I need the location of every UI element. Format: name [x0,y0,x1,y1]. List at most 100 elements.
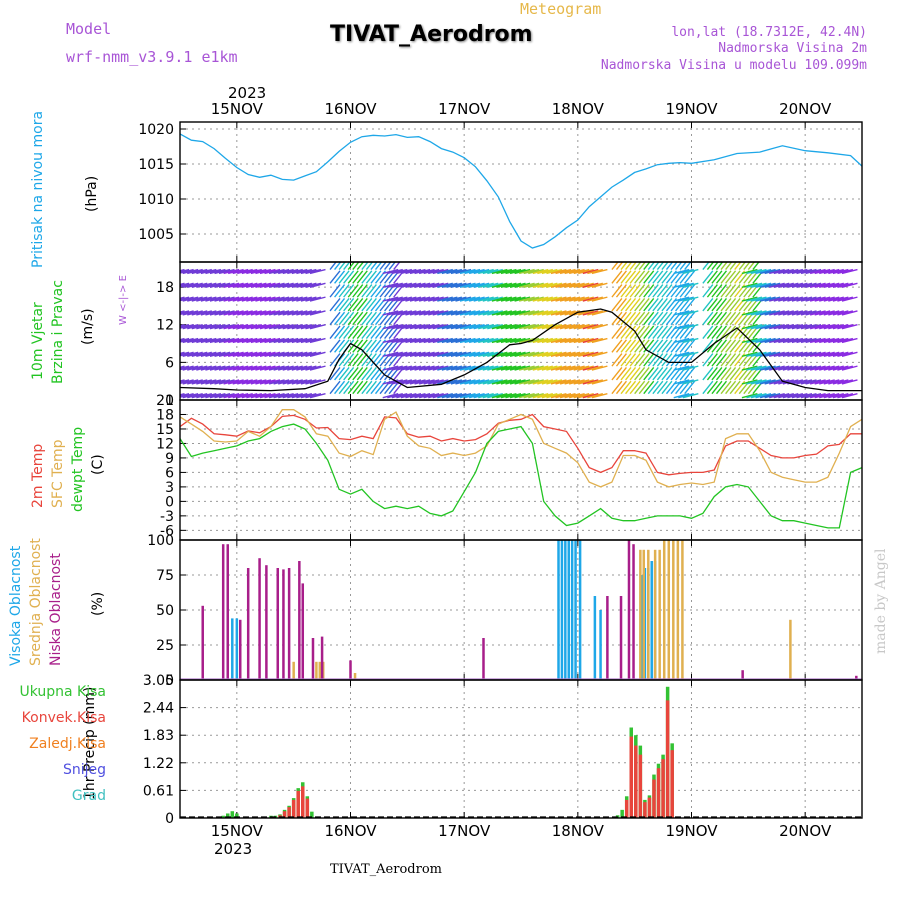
y-tick-label: 6 [165,355,174,371]
wind-vector [647,325,659,339]
wind-vector [615,284,627,298]
wind-vector [487,268,503,275]
wind-vector [291,310,308,316]
wind-vector [759,282,776,288]
y-tick-label: 6 [165,465,174,481]
wind-vector [782,393,799,399]
y-tick-label: 1.83 [143,728,174,744]
bar [567,540,570,680]
wind-vector [423,365,440,371]
wind-vector [180,297,181,298]
wind-vector [255,282,272,288]
wind-vector [400,296,417,302]
wind-vector [459,296,476,302]
wind-vector [237,310,253,316]
wind-vector [473,310,490,316]
wind-vector [264,365,281,371]
wind-vector [537,393,553,399]
wind-vector [823,268,840,275]
wind-vector [405,268,422,275]
wind-vector [487,282,503,288]
wind-vector [305,296,322,302]
wind-vector [428,337,444,344]
wind-vector [241,379,258,385]
wind-vector [268,351,285,357]
wind-vector [769,268,785,275]
wind-vector [187,282,203,288]
wind-vector [591,324,608,330]
wind-vector [509,324,526,330]
wind-vector [791,393,808,399]
wind-vector [300,365,317,371]
wind-vector [787,365,804,371]
wind-vector [180,365,190,370]
wind-vector [611,339,623,353]
wind-vector [778,310,794,316]
wind-vector [414,310,431,316]
y-tick-label: -3 [160,509,174,525]
wind-vector [559,310,576,316]
wind-vector [528,365,544,371]
wind-vector [684,380,696,395]
wind-vector [334,270,346,284]
wind-vector [259,337,276,344]
bottom-day-label: 20NOV [779,822,832,840]
y-tick-label: 15 [156,422,174,438]
top-day-label: 17NOV [438,100,491,118]
wind-vector [405,296,422,302]
wind-vector [573,324,590,330]
wind-vector [500,324,517,330]
wind-vector [356,297,368,312]
wind-vector [837,379,854,385]
wind-vector [223,324,240,330]
wind-vector [241,268,258,275]
wind-vector [268,296,285,302]
wind-vector [634,325,646,339]
precip-legend-item: Snijeg [62,762,106,778]
precip-legend-item: Konvek.Kisa [21,710,106,726]
wind-vector [832,324,849,330]
wind-vector [625,366,637,381]
wind-vector [678,282,694,288]
wind-vector [455,337,472,344]
wind-vector [620,311,632,326]
wind-vector [347,311,359,326]
wind-vector [711,311,723,326]
wind-vector [338,339,350,353]
wind-vector [205,337,222,344]
wind-vector [500,393,517,399]
wind-vector [347,353,359,367]
wind-vector [437,365,453,371]
wind-vector [670,262,678,270]
wind-vector [764,310,781,316]
wind-vector [661,311,673,326]
wind-vector [702,380,714,395]
wind-vector [227,351,244,357]
wind-vector [423,296,440,302]
bar [658,549,661,680]
wind-vector [232,296,249,302]
wind-vector [611,366,623,381]
wind-vector [464,296,481,302]
wind-vector [300,296,317,302]
wind-vector [550,282,567,288]
wind-vector [268,337,285,344]
wind-vector [496,282,513,288]
wind-vector [814,379,831,385]
wind-vector [409,365,426,371]
wind-vector [496,337,513,344]
wind-vector [428,324,444,330]
wind-vector [625,270,637,284]
wind-vector [180,310,194,316]
wind-vector [746,337,763,344]
wind-vector [741,282,758,288]
wind-vector [764,379,781,385]
wind-vector [218,296,235,302]
wind-vector [180,269,181,271]
wind-vector [356,325,368,339]
wind-vector [800,296,817,302]
y-tick-label: 3 [165,480,174,496]
wind-vector [782,282,799,288]
wind-vector [787,393,804,399]
wind-vector [828,282,844,288]
